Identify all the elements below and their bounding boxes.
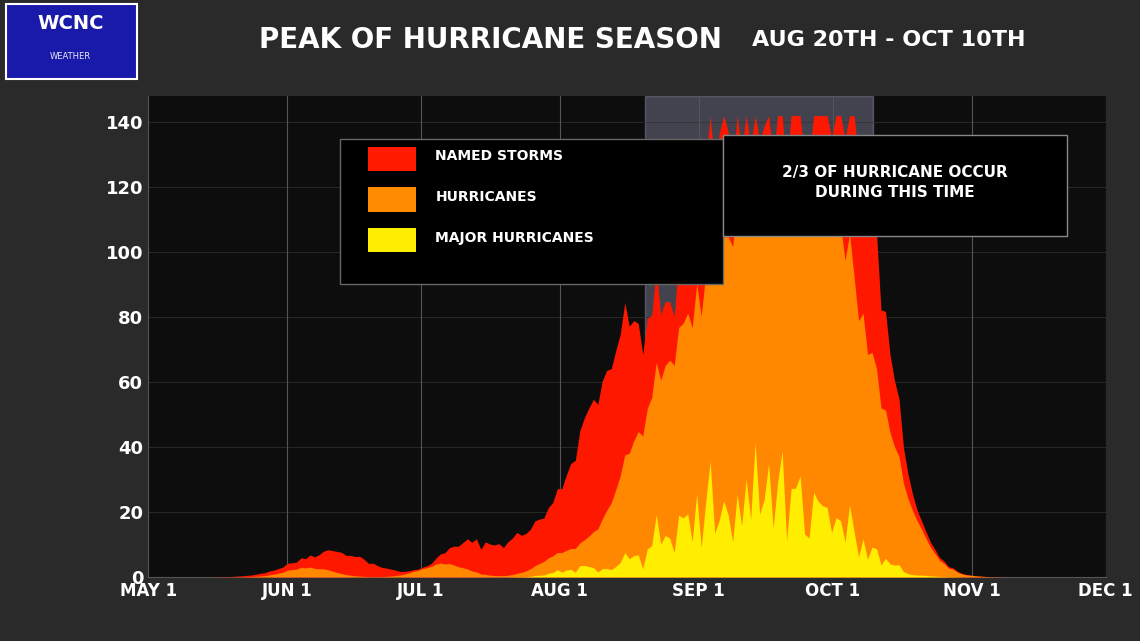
FancyBboxPatch shape — [368, 187, 416, 212]
Text: NAMED STORMS: NAMED STORMS — [435, 149, 563, 163]
FancyBboxPatch shape — [340, 139, 723, 283]
Text: WCNC: WCNC — [38, 14, 104, 33]
Text: 2/3 OF HURRICANE OCCUR
DURING THIS TIME: 2/3 OF HURRICANE OCCUR DURING THIS TIME — [782, 165, 1008, 200]
Text: HURRICANES: HURRICANES — [435, 190, 537, 204]
Text: AUG 20TH - OCT 10TH: AUG 20TH - OCT 10TH — [752, 30, 1026, 50]
FancyBboxPatch shape — [6, 4, 137, 79]
Text: WEATHER: WEATHER — [50, 52, 91, 61]
FancyBboxPatch shape — [723, 135, 1067, 235]
Bar — [645, 96, 873, 577]
FancyBboxPatch shape — [368, 228, 416, 253]
FancyBboxPatch shape — [368, 147, 416, 171]
Text: MAJOR HURRICANES: MAJOR HURRICANES — [435, 231, 594, 245]
Text: PEAK OF HURRICANE SEASON: PEAK OF HURRICANE SEASON — [259, 26, 722, 54]
